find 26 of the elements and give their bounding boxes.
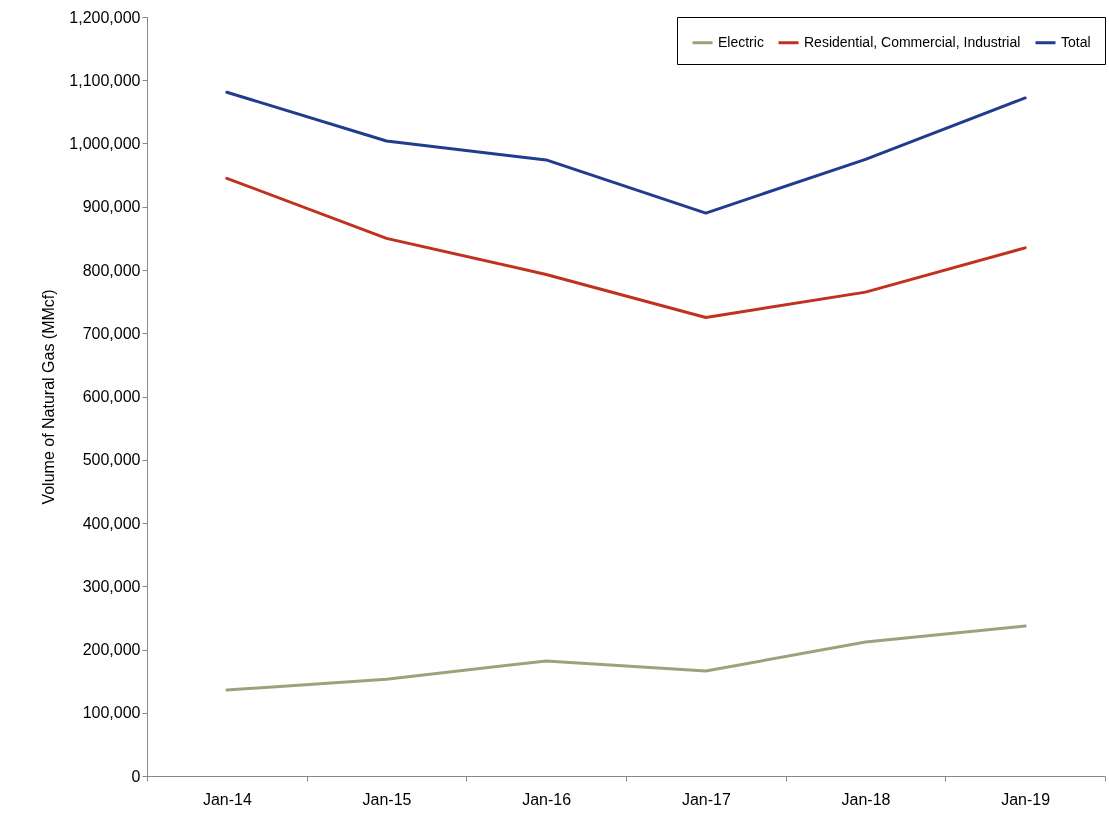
y-tick-label: 300,000	[82, 577, 141, 595]
y-tick-label: 0	[131, 767, 141, 785]
y-tick-label: 1,000,000	[69, 135, 141, 152]
x-tick-label: Jan-18	[841, 790, 891, 808]
y-tick-label: 400,000	[82, 514, 141, 532]
x-tick-label: Jan-19	[1001, 790, 1051, 808]
legend-label: Residential, Commercial, Industrial	[804, 33, 1021, 50]
y-axis-title: Volume of Natural Gas (MMcf)	[40, 289, 58, 505]
legend-label: Electric	[718, 33, 764, 50]
x-tick-label: Jan-14	[202, 790, 252, 808]
legend-label: Total	[1061, 33, 1091, 50]
line-series	[225, 624, 1027, 692]
x-tick-label: Jan-15	[362, 790, 412, 808]
y-tick-label: 100,000	[82, 704, 141, 722]
y-tick-label: 500,000	[82, 451, 141, 469]
y-tick-label: 900,000	[82, 198, 141, 216]
x-tick-label: Jan-16	[522, 790, 572, 808]
line-series	[225, 176, 1027, 319]
y-tick-label: 800,000	[82, 261, 141, 279]
y-tick-label: 1,100,000	[69, 71, 141, 89]
y-tick-label: 700,000	[82, 324, 141, 342]
x-tick-label: Jan-17	[681, 790, 731, 808]
y-tick-label: 600,000	[82, 388, 141, 405]
y-tick-label: 200,000	[82, 641, 141, 658]
y-tick-label: 1,200,000	[69, 8, 141, 26]
line-series	[225, 90, 1027, 215]
